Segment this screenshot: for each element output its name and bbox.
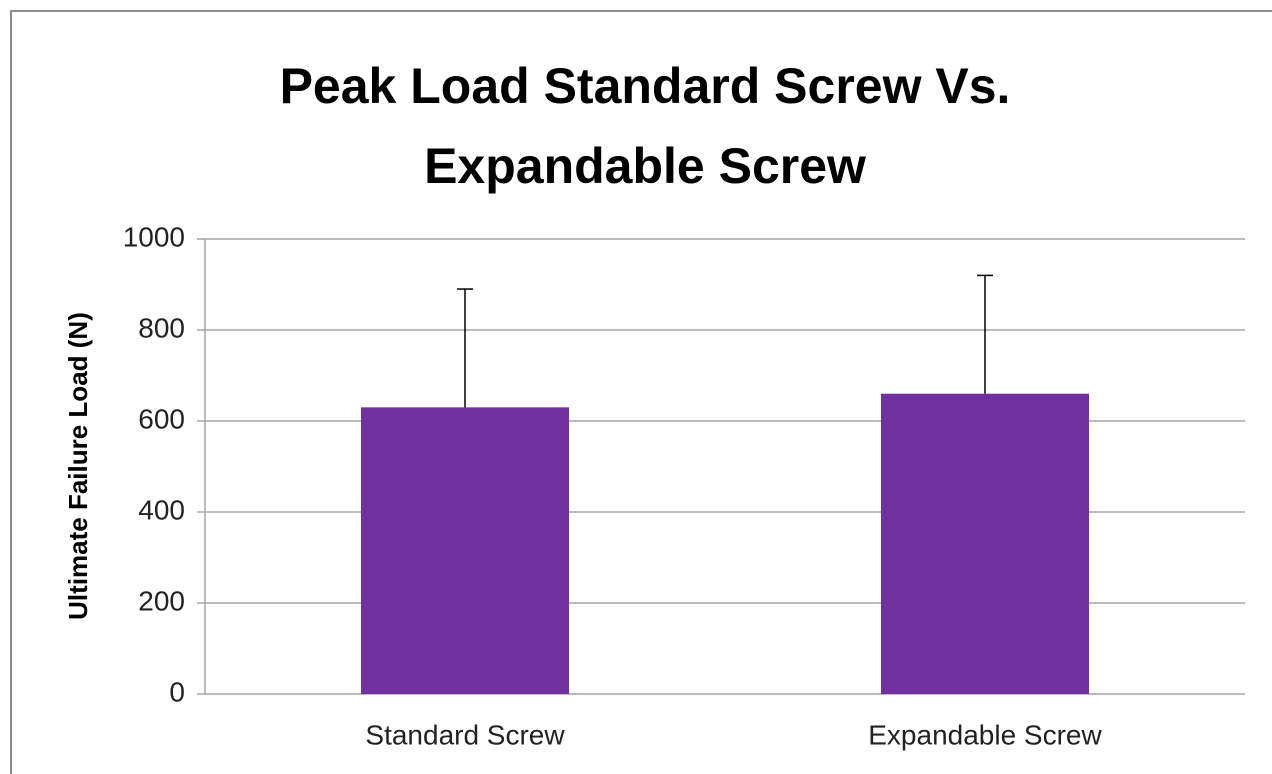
x-tick-label: Standard Screw [365, 719, 565, 750]
y-tick-label: 800 [138, 312, 185, 343]
bar [361, 407, 569, 694]
y-tick-label: 400 [138, 494, 185, 525]
x-tick-label: Expandable Screw [868, 719, 1102, 750]
y-tick-label: 0 [169, 676, 185, 707]
bar [881, 393, 1089, 694]
y-axis-label: Ultimate Failure Load (N) [63, 312, 93, 620]
y-tick-label: 200 [138, 585, 185, 616]
chart-title: Peak Load Standard Screw Vs. Expandable … [279, 58, 1011, 194]
y-tick-label: 600 [138, 403, 185, 434]
y-tick-label: 1000 [123, 221, 185, 252]
frame [10, 10, 1272, 774]
